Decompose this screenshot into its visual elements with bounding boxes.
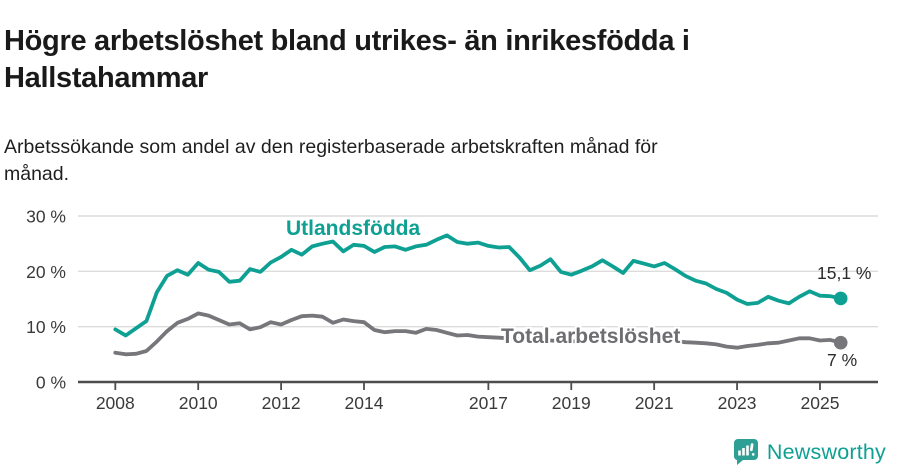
- newsworthy-logo: Newsworthy: [732, 438, 886, 466]
- y-axis-tick-label: 30 %: [26, 207, 66, 227]
- end-value-label-total: 7 %: [827, 350, 858, 370]
- series-line-total: [113, 311, 843, 357]
- series-end-dot: [833, 335, 848, 350]
- x-axis-tick-label: 2008: [96, 393, 135, 413]
- chart-subtitle: Arbetssökande som andel av den registerb…: [4, 135, 658, 185]
- x-axis-tick-label: 2012: [262, 393, 301, 413]
- chart-title: Högre arbetslöshet bland utrikes- än inr…: [4, 25, 690, 95]
- series-line-utlandsfodda: [113, 233, 843, 338]
- y-axis-tick-label: 10 %: [26, 317, 66, 337]
- x-axis-tick-label: 2023: [718, 393, 757, 413]
- series-end-dot: [833, 291, 848, 306]
- x-axis-tick-label: 2014: [345, 393, 384, 413]
- y-axis-tick-label: 20 %: [26, 262, 66, 282]
- newsworthy-logo-icon: [733, 439, 758, 465]
- newsworthy-logo-text: Newsworthy: [766, 439, 886, 464]
- end-value-label-utlandsfodda: 15,1 %: [817, 263, 872, 283]
- x-axis-tick-label: 2017: [469, 393, 508, 413]
- x-axis-tick-label: 2010: [179, 393, 218, 413]
- x-axis-tick-label: 2021: [635, 393, 674, 413]
- x-axis-tick-label: 2019: [552, 393, 591, 413]
- series-label-total-arbetsloshet: Total arbetslöshet: [501, 325, 681, 348]
- x-axis-tick-label: 2025: [801, 393, 840, 413]
- y-axis-tick-label: 0 %: [36, 373, 66, 393]
- series-label-utlandsfodda: Utlandsfödda: [286, 217, 421, 240]
